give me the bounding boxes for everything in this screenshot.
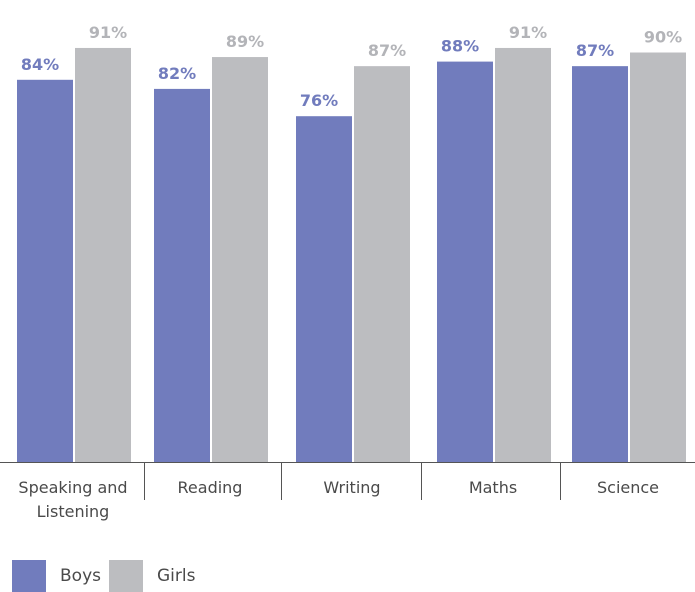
bar-boys-2: [296, 116, 352, 462]
legend: Boys Girls: [12, 560, 203, 592]
legend-item-girls: Girls: [108, 560, 196, 592]
data-label-girls-1: 89%: [226, 32, 264, 51]
bar-girls-2: [354, 66, 410, 463]
data-label-boys-4: 87%: [576, 41, 614, 60]
bar-girls-0: [75, 47, 131, 462]
data-label-boys-1: 82%: [158, 64, 196, 83]
legend-swatch-girls: [108, 560, 143, 592]
bar-boys-3: [437, 61, 493, 462]
data-label-girls-3: 91%: [509, 23, 547, 42]
data-label-girls-2: 87%: [368, 41, 406, 60]
category-label-0-line-0: Speaking and: [18, 478, 127, 497]
bar-girls-1: [212, 57, 268, 463]
legend-label-girls: Girls: [156, 566, 196, 586]
data-label-girls-4: 90%: [644, 28, 682, 47]
bar-boys-0: [17, 79, 73, 463]
bar-girls-4: [630, 52, 686, 462]
bar-boys-4: [572, 66, 628, 463]
category-label-0-line-1: Listening: [37, 502, 110, 521]
legend-label-boys: Boys: [60, 566, 101, 586]
data-label-boys-2: 76%: [300, 91, 338, 110]
data-label-girls-0: 91%: [89, 23, 127, 42]
bar-boys-1: [154, 88, 210, 463]
category-label-3: Maths: [469, 478, 517, 497]
data-label-boys-3: 88%: [441, 37, 479, 56]
legend-item-boys: Boys: [12, 560, 101, 592]
category-label-4: Science: [597, 478, 659, 497]
legend-swatch-boys: [12, 560, 46, 592]
category-label-2: Writing: [323, 478, 380, 497]
bar-chart: 84% 91% Speaking and Listening 82% 89% Reading…: [0, 23, 695, 521]
data-label-boys-0: 84%: [21, 55, 59, 74]
bar-girls-3: [495, 47, 551, 462]
category-label-1: Reading: [178, 478, 243, 497]
